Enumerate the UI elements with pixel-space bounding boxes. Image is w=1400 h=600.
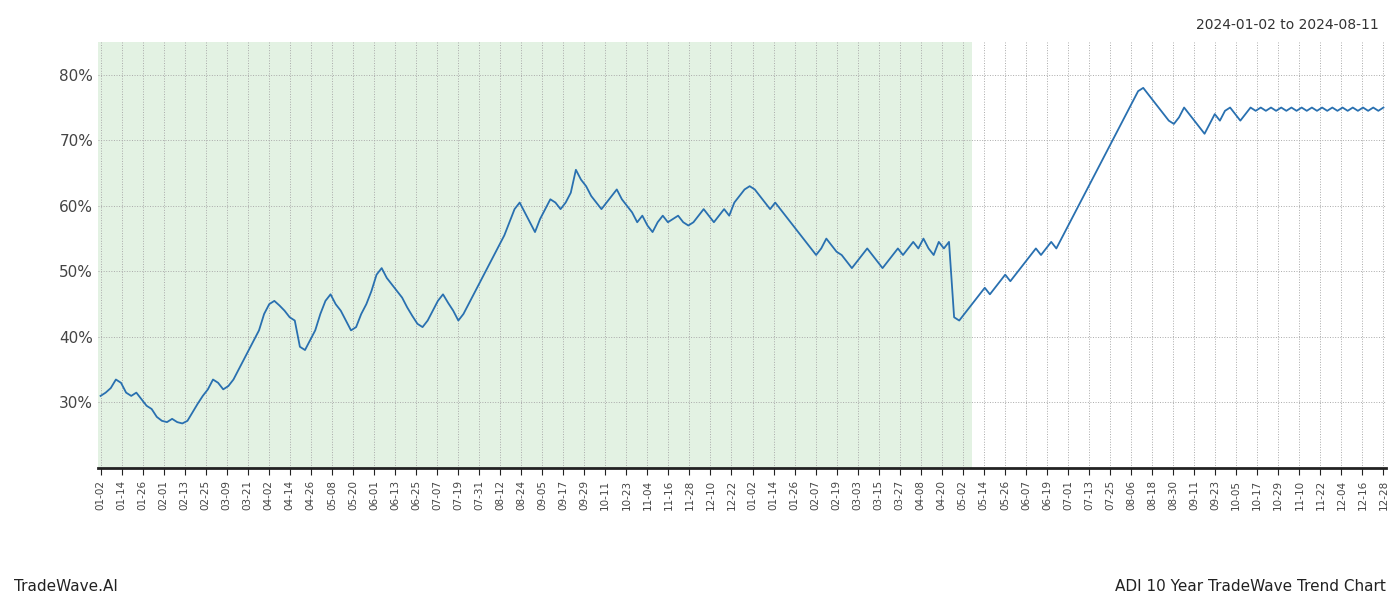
Text: 2024-01-02 to 2024-08-11: 2024-01-02 to 2024-08-11: [1196, 18, 1379, 32]
Bar: [98, 42, 972, 468]
Text: ADI 10 Year TradeWave Trend Chart: ADI 10 Year TradeWave Trend Chart: [1116, 579, 1386, 594]
Text: TradeWave.AI: TradeWave.AI: [14, 579, 118, 594]
